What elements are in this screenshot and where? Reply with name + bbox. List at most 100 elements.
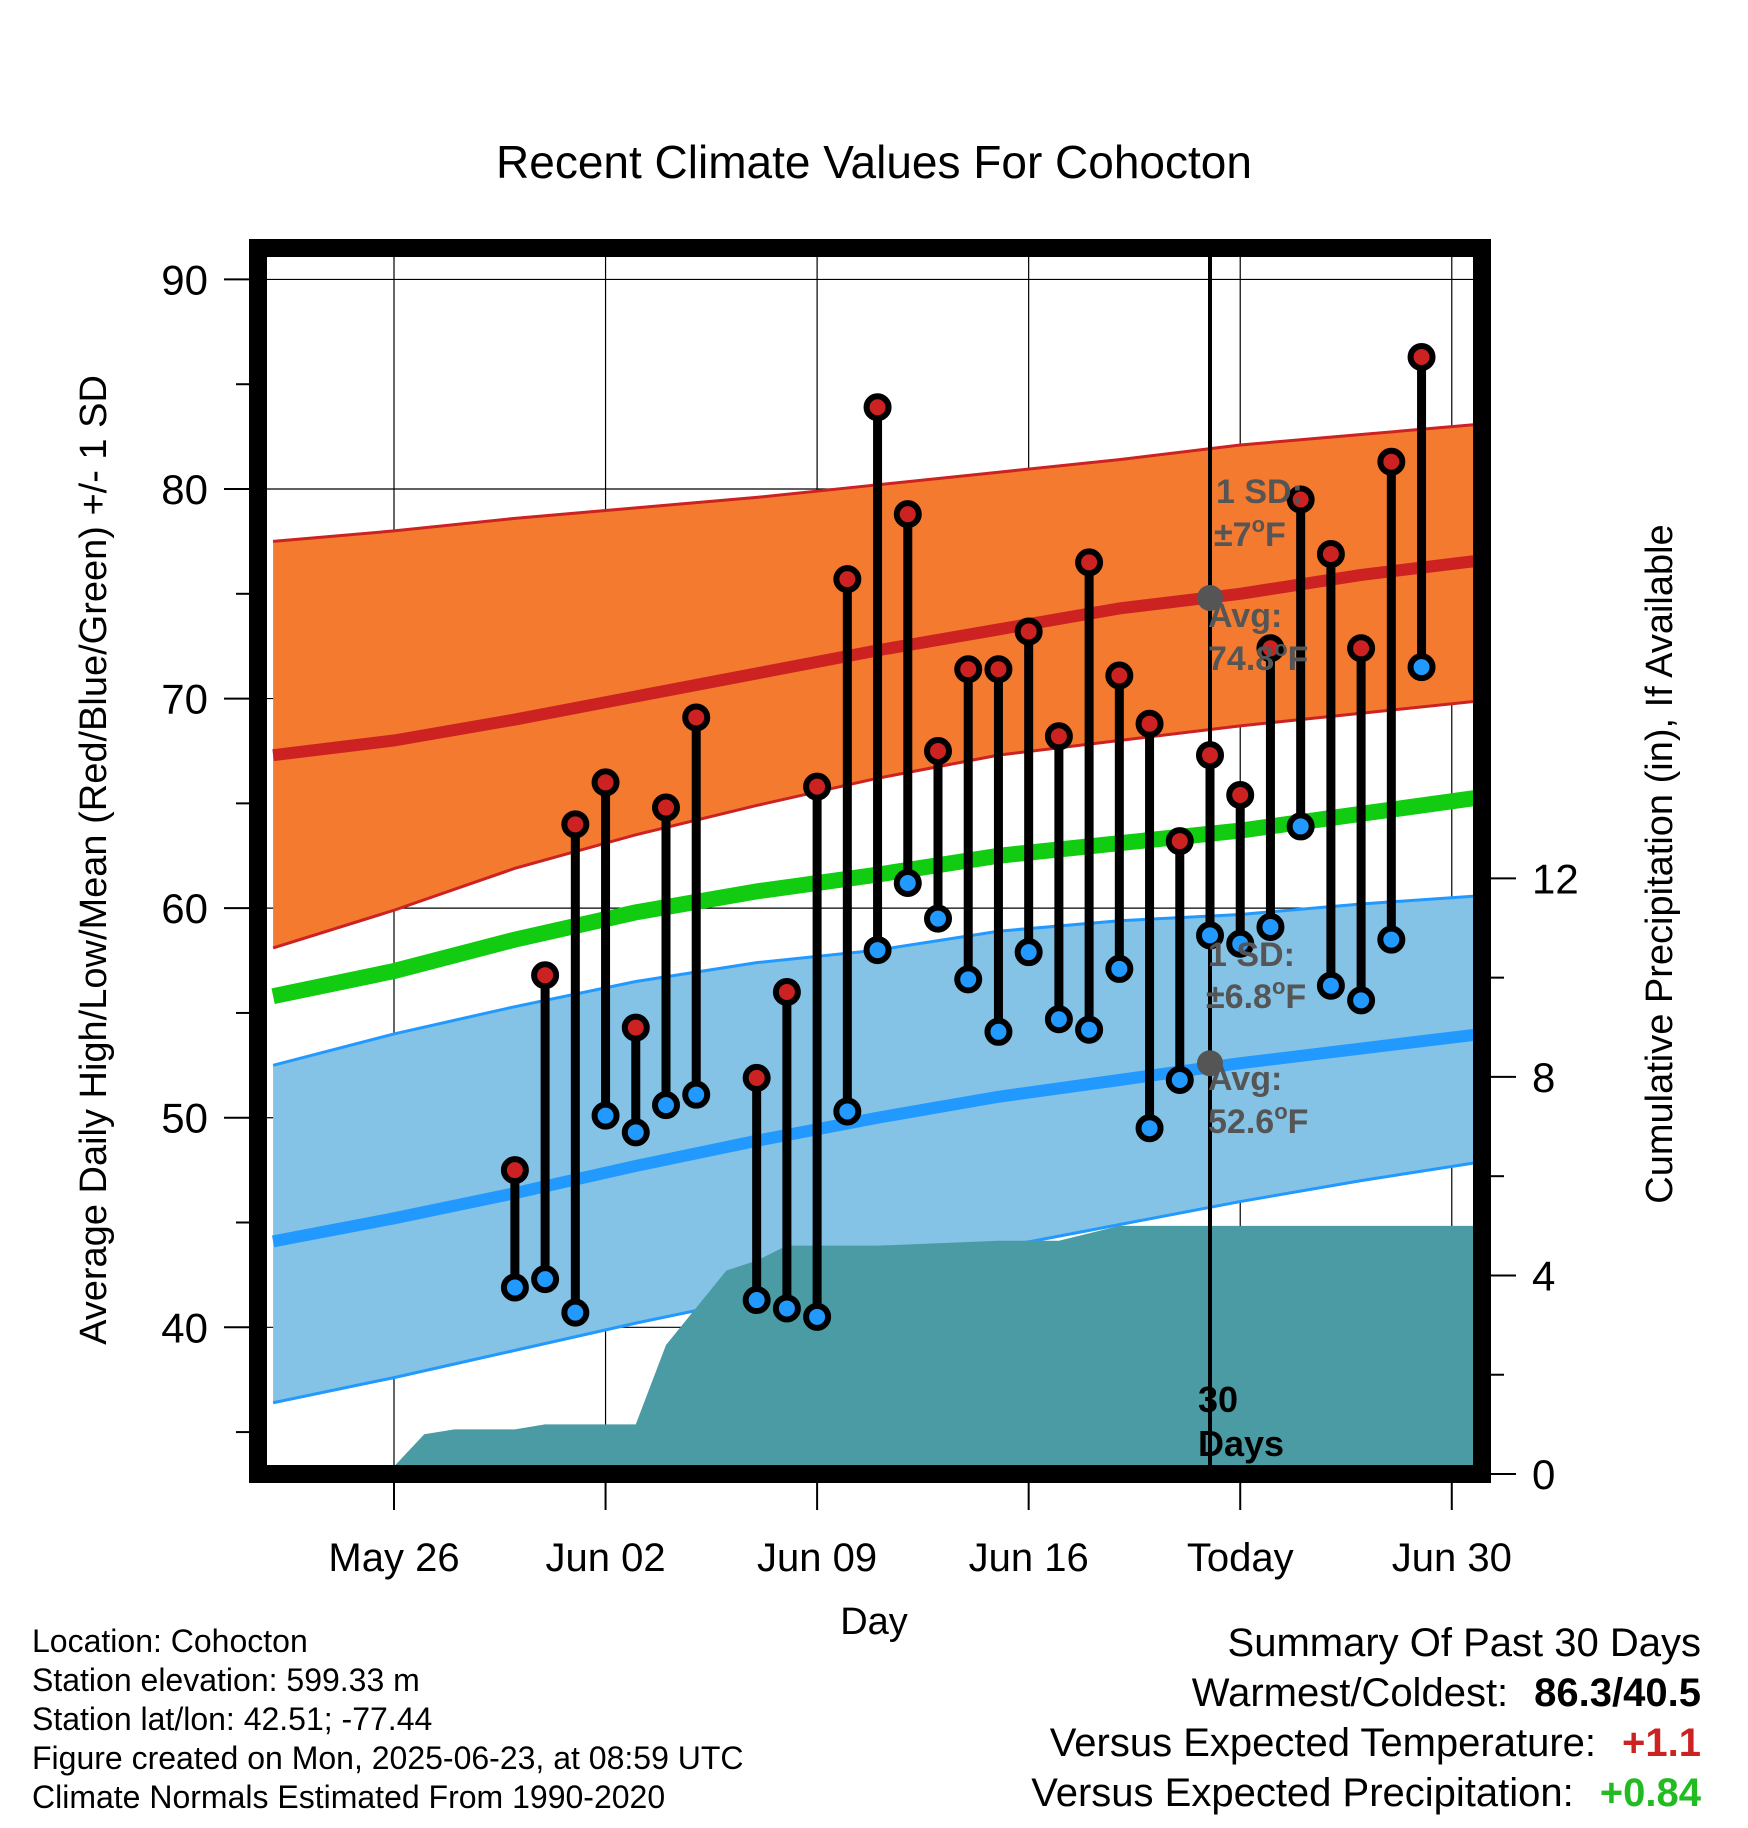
low-sd-label-part: 1 SD: bbox=[1208, 936, 1295, 974]
high-point bbox=[1165, 827, 1194, 856]
x-tick-label: Jun 02 bbox=[546, 1536, 666, 1580]
high-point bbox=[1256, 634, 1285, 663]
high-point bbox=[1105, 661, 1134, 690]
high-point bbox=[1286, 485, 1315, 514]
low-point bbox=[621, 1118, 650, 1147]
low-point bbox=[1377, 925, 1406, 954]
low-sd-value-part: F bbox=[1285, 978, 1306, 1016]
temp-row: Versus Expected Temperature: +1.1 bbox=[1031, 1718, 1701, 1768]
y-left-tick-label: 90 bbox=[161, 256, 208, 303]
y-right-tick-label: 4 bbox=[1532, 1252, 1555, 1299]
precip-value: +0.84 bbox=[1599, 1771, 1701, 1815]
high-point bbox=[1044, 722, 1073, 751]
precipitation-area bbox=[273, 1225, 1483, 1474]
low-point bbox=[591, 1101, 620, 1130]
low-sd-value-part: o bbox=[1272, 974, 1285, 999]
high-point bbox=[833, 565, 862, 594]
low-point bbox=[1196, 921, 1224, 950]
high-point bbox=[863, 393, 892, 422]
high-avg-value-part: F bbox=[1288, 640, 1309, 678]
days-label-line2: Days bbox=[1198, 1423, 1284, 1464]
low-point bbox=[1407, 653, 1436, 682]
warm-cold-value: 86.3/40.5 bbox=[1534, 1671, 1701, 1715]
low-point bbox=[652, 1091, 680, 1120]
y-left-tick-label: 40 bbox=[161, 1304, 208, 1351]
low-point bbox=[1105, 954, 1134, 983]
low-point bbox=[984, 1017, 1013, 1046]
low-point bbox=[1135, 1114, 1164, 1143]
high-point bbox=[561, 810, 590, 839]
high-sd-value-part: ±7 bbox=[1214, 516, 1252, 554]
x-tick-label: Jun 09 bbox=[757, 1536, 877, 1580]
days-label-line1: 30 bbox=[1198, 1379, 1238, 1420]
high-point bbox=[591, 768, 620, 797]
station-info: Location: Cohocton Station elevation: 59… bbox=[32, 1622, 744, 1817]
low-point bbox=[924, 904, 952, 933]
high-today-marker bbox=[1197, 584, 1223, 611]
low-avg-line bbox=[271, 1027, 1483, 1248]
high-avg-label-part: Avg: bbox=[1208, 597, 1282, 635]
chart-title: Recent Climate Values For Cohocton bbox=[496, 136, 1252, 188]
high-point bbox=[531, 961, 560, 990]
y-left-tick-label: 60 bbox=[161, 885, 208, 932]
summary-title: Summary Of Past 30 Days bbox=[1227, 1621, 1701, 1665]
temp-label: Versus Expected Temperature: bbox=[1049, 1721, 1597, 1765]
y-axis-right-label: Cumulative Precipitation (in), If Availa… bbox=[1639, 524, 1681, 1203]
y-left-tick-label: 70 bbox=[161, 676, 208, 723]
low-point bbox=[500, 1273, 529, 1302]
low-point bbox=[742, 1286, 771, 1315]
high-point bbox=[984, 655, 1013, 684]
low-point bbox=[1075, 1015, 1104, 1044]
high-sd-value: ±7oF bbox=[1214, 512, 1286, 554]
elevation-text: Station elevation: 599.33 m bbox=[32, 1662, 420, 1698]
high-point bbox=[621, 1013, 650, 1042]
low-point bbox=[1286, 812, 1315, 841]
low-point bbox=[1256, 913, 1285, 942]
high-sd-label: 1 SD: bbox=[1216, 473, 1303, 511]
low-point bbox=[1165, 1066, 1194, 1095]
high-point bbox=[954, 655, 983, 684]
low-sd-value: ±6.8oF bbox=[1206, 974, 1306, 1016]
y-axis-left-label: Average Daily High/Low/Mean (Red/Blue/Gr… bbox=[73, 375, 115, 1345]
x-tick-label: Today bbox=[1187, 1536, 1294, 1580]
low-point bbox=[833, 1097, 862, 1126]
high-sd-label-part: 1 SD: bbox=[1216, 473, 1303, 511]
precip-label: Versus Expected Precipitation: bbox=[1031, 1771, 1574, 1815]
low-point bbox=[1347, 986, 1376, 1015]
high-point bbox=[1377, 447, 1406, 476]
low-avg-value: 52.6oF bbox=[1208, 1099, 1308, 1141]
high-point bbox=[1226, 780, 1255, 809]
warm-cold-row: Warmest/Coldest: 86.3/40.5 bbox=[1031, 1668, 1701, 1718]
high-point bbox=[1075, 548, 1104, 577]
low-avg-value-part: o bbox=[1274, 1099, 1287, 1124]
low-point bbox=[772, 1294, 801, 1323]
x-tick-label: Jun 30 bbox=[1392, 1536, 1512, 1580]
x-axis-label: Day bbox=[840, 1601, 908, 1643]
high-point bbox=[742, 1063, 771, 1092]
high-avg-value-part: o bbox=[1274, 636, 1287, 661]
low-sd-value-part: ±6.8 bbox=[1206, 978, 1272, 1016]
summary-panel: Summary Of Past 30 Days Warmest/Coldest:… bbox=[1031, 1618, 1701, 1818]
high-point bbox=[1316, 539, 1345, 568]
high-point bbox=[803, 772, 832, 801]
high-point bbox=[652, 793, 680, 822]
low-point bbox=[1044, 1005, 1073, 1034]
low-point bbox=[561, 1298, 590, 1327]
low-point bbox=[863, 936, 892, 965]
low-point bbox=[1014, 938, 1043, 967]
low-point bbox=[1226, 929, 1255, 958]
high-point bbox=[1135, 709, 1164, 738]
location-text: Location: Cohocton bbox=[32, 1623, 308, 1659]
y-right-tick-label: 8 bbox=[1532, 1054, 1555, 1101]
x-tick-label: May 26 bbox=[328, 1536, 459, 1580]
low-point bbox=[682, 1080, 711, 1109]
warm-cold-label: Warmest/Coldest: bbox=[1191, 1671, 1509, 1715]
precip-row: Versus Expected Precipitation: +0.84 bbox=[1031, 1768, 1701, 1818]
low-avg-label: Avg: bbox=[1208, 1060, 1282, 1098]
high-avg-value-part: 74.8 bbox=[1208, 640, 1274, 678]
high-sd-value-part: o bbox=[1252, 512, 1265, 537]
plot-frame bbox=[249, 239, 1491, 1483]
x-tick-label: Jun 16 bbox=[969, 1536, 1089, 1580]
low-point bbox=[954, 965, 983, 994]
